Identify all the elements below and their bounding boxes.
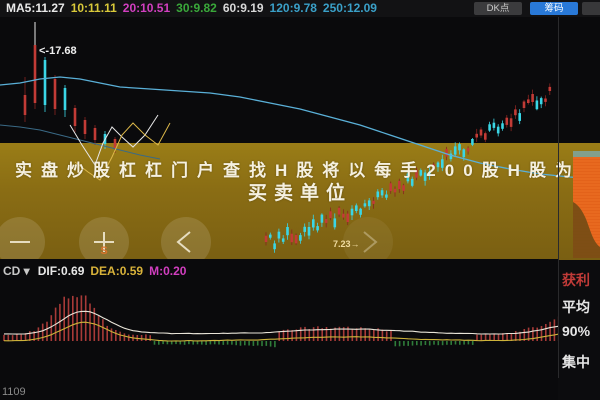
svg-text:<-17.68: <-17.68 (39, 45, 77, 57)
